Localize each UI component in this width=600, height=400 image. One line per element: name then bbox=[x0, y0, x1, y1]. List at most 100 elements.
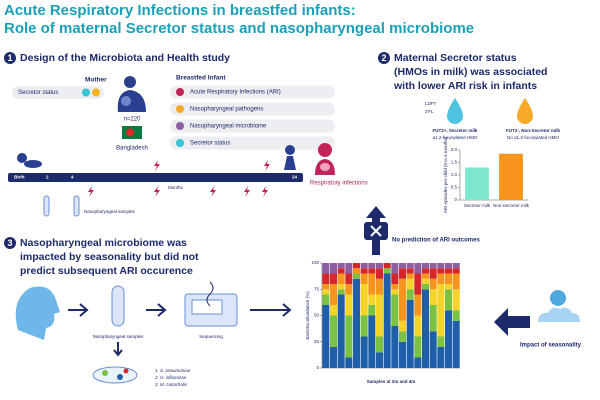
bar-segment bbox=[329, 263, 338, 274]
bar-segment bbox=[398, 331, 407, 342]
bar-segment bbox=[452, 310, 460, 321]
infant-item: Nasopharyngeal microbiome bbox=[190, 124, 267, 130]
bar-segment bbox=[444, 310, 453, 368]
infant-label: Breastfed Infant bbox=[176, 75, 226, 82]
pill bbox=[170, 102, 335, 116]
bar-segment bbox=[337, 263, 345, 269]
y-tick-label: 25 bbox=[314, 339, 320, 344]
bar-segment bbox=[322, 263, 330, 274]
timeline-bar bbox=[8, 173, 303, 182]
section-number: 1 bbox=[7, 53, 12, 63]
bar-segment bbox=[452, 320, 460, 368]
bar-segment bbox=[360, 284, 368, 316]
bar-segment bbox=[414, 315, 422, 337]
lightning-icons bbox=[88, 160, 270, 197]
bar-segment bbox=[414, 263, 422, 274]
milk-drop bbox=[517, 98, 533, 124]
step-label: Nasopharyngeal samples bbox=[93, 334, 145, 339]
timeline-unit: Months bbox=[168, 185, 184, 190]
species: 1. S. pneumoniae bbox=[155, 368, 191, 373]
bar-segment bbox=[414, 273, 422, 295]
bar-segment bbox=[329, 273, 338, 284]
bar-segment bbox=[429, 268, 437, 279]
bar-segment bbox=[368, 273, 376, 295]
mother-item: Secretor status bbox=[18, 90, 58, 96]
number-badge bbox=[4, 52, 16, 64]
cohort: n=220 bbox=[124, 117, 142, 123]
bar-segment bbox=[322, 305, 330, 368]
group-subtitle: No α1,2-fucosylated HMO bbox=[507, 135, 559, 140]
title: Role of maternal Secretor status and nas… bbox=[4, 20, 474, 37]
bar-segment bbox=[429, 278, 437, 290]
bar-segment bbox=[391, 263, 399, 274]
bar-segment bbox=[444, 273, 453, 284]
species: 2. H. influenzae bbox=[154, 375, 187, 380]
number-badge bbox=[4, 237, 16, 249]
timeline-end: 24 bbox=[292, 175, 298, 180]
bar-segment bbox=[437, 347, 445, 368]
milk-drop bbox=[447, 98, 463, 124]
y-tick-label: 0 bbox=[316, 365, 319, 370]
bar-segment bbox=[421, 289, 430, 368]
y-axis-label: Bacteria abundance (%) bbox=[305, 291, 310, 340]
bar-segment bbox=[375, 278, 384, 295]
bar-segment bbox=[398, 278, 407, 321]
pill bbox=[12, 86, 104, 99]
bar-segment bbox=[391, 326, 399, 368]
group-subtitle: α1,2-fucosylated HMO bbox=[433, 135, 478, 140]
bar-segment bbox=[360, 336, 368, 368]
y-tick-label: 2.0 bbox=[451, 147, 458, 152]
arrow bbox=[113, 342, 123, 357]
item-icon bbox=[176, 88, 184, 96]
bar-segment bbox=[375, 263, 384, 269]
bar-segment bbox=[452, 289, 460, 311]
bar bbox=[465, 167, 489, 200]
bar-segment bbox=[368, 263, 376, 269]
bar-segment bbox=[406, 278, 414, 290]
bar-segment bbox=[368, 315, 376, 368]
bar-segment bbox=[322, 289, 330, 295]
section-number: 2 bbox=[381, 53, 386, 63]
infections-label: Respiratory infections bbox=[310, 181, 368, 187]
bar-segment bbox=[437, 336, 445, 347]
link-label: No prediction of ARI outcomes bbox=[392, 238, 480, 244]
bar-segment bbox=[345, 294, 353, 316]
infant-item: Secretor status bbox=[190, 141, 230, 147]
bar-segment bbox=[337, 268, 345, 274]
bar-segment bbox=[360, 315, 368, 337]
section-heading: (HMOs in milk) was associated bbox=[394, 66, 547, 78]
timeline-mark: 2 bbox=[46, 175, 49, 180]
bar-segment bbox=[398, 341, 407, 368]
bar-segment bbox=[360, 273, 368, 284]
bar-segment bbox=[345, 357, 353, 368]
bar-segment bbox=[345, 284, 353, 295]
bar-segment bbox=[452, 263, 460, 269]
bar-segment bbox=[352, 278, 361, 368]
bar-segment bbox=[414, 357, 422, 368]
plus-icon bbox=[82, 88, 90, 97]
bar-segment bbox=[337, 273, 345, 284]
x-icon bbox=[370, 225, 382, 237]
country: Bangladesh bbox=[116, 146, 148, 152]
bar-segment bbox=[383, 273, 391, 368]
bar-segment bbox=[352, 263, 361, 269]
section-heading: Maternal Secretor status bbox=[394, 52, 517, 64]
bar-segment bbox=[391, 273, 399, 284]
section-heading: predict subsequent ARI occurence bbox=[20, 265, 193, 277]
bar-segment bbox=[391, 289, 399, 295]
bar-segment bbox=[452, 268, 460, 274]
head-icon bbox=[15, 286, 60, 340]
arrow bbox=[146, 303, 167, 317]
tube-icons bbox=[43, 195, 80, 217]
x-tick-label: Non-Secretor milk bbox=[493, 203, 530, 208]
bar-segment bbox=[406, 268, 414, 274]
group-title: FUT2+, Secretor milk bbox=[433, 128, 478, 133]
baby-icons bbox=[17, 145, 296, 170]
bar-segment bbox=[437, 273, 445, 284]
bar-segment bbox=[429, 289, 437, 305]
infant-item: Acute Respiratory Infections (ARI) bbox=[190, 90, 281, 96]
bar-segment bbox=[444, 284, 453, 290]
x-axis-label: Samples at 2m and 4m bbox=[367, 379, 416, 384]
bar-segment bbox=[406, 289, 414, 300]
